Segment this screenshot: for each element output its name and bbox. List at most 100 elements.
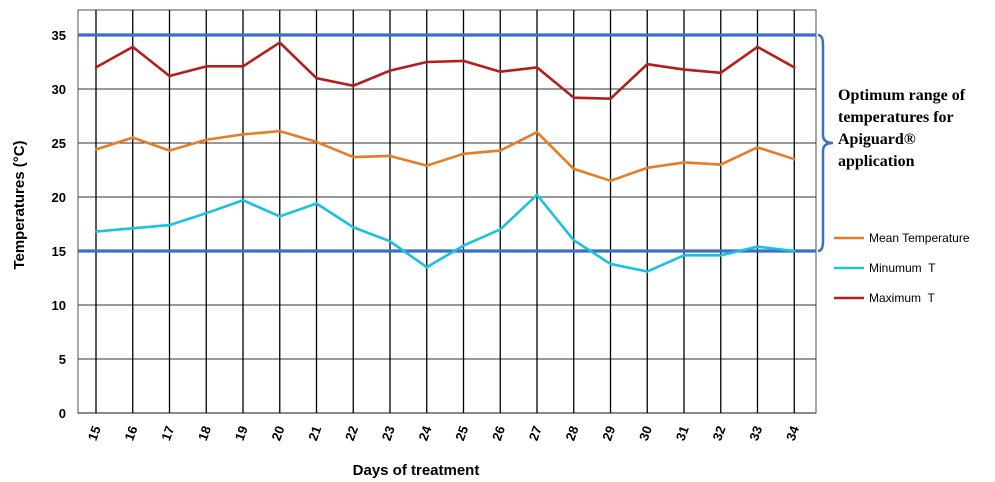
- x-tick-27: 27: [526, 424, 545, 443]
- optimum-range-bracket: [817, 33, 834, 253]
- y-tick-20: 20: [52, 190, 66, 205]
- y-tick-35: 35: [52, 28, 66, 43]
- point-mean-temperature-26: [498, 149, 502, 152]
- point-minumum-t-28: [572, 238, 576, 242]
- point-maximum-t-19: [241, 65, 245, 68]
- point-maximum-t-20: [278, 41, 282, 44]
- point-maximum-t-24: [425, 60, 429, 64]
- point-mean-temperature-22: [351, 155, 355, 159]
- x-tick-17: 17: [158, 424, 177, 443]
- point-maximum-t-28: [572, 96, 576, 99]
- x-axis-title: Days of treatment: [353, 462, 480, 479]
- legend-label-mean: Mean Temperature: [869, 231, 970, 245]
- series-line-minumum-t: [95, 193, 795, 273]
- point-mean-temperature-33: [756, 146, 759, 149]
- point-mean-temperature-34: [792, 157, 796, 161]
- point-mean-temperature-23: [388, 154, 392, 158]
- point-mean-temperature-17: [168, 149, 171, 152]
- annotation-line-2: temperatures for: [838, 109, 954, 126]
- point-minumum-t-20: [278, 215, 282, 218]
- point-mean-temperature-18: [204, 138, 208, 142]
- point-minumum-t-16: [131, 227, 135, 230]
- x-tick-labels: 15 16 17 18 19 20 21 22 23 24 25 26 27 28 29 30 31 32 33 34: [85, 423, 803, 442]
- point-minumum-t-19: [241, 198, 245, 202]
- point-mean-temperature-27: [535, 130, 539, 134]
- point-maximum-t-34: [792, 66, 796, 69]
- series-line-maximum-t: [95, 41, 795, 101]
- series-line-mean-temperature: [95, 129, 795, 183]
- point-minumum-t-26: [498, 228, 502, 231]
- x-tick-34: 34: [783, 423, 802, 442]
- legend-label-minimum: Minumum T: [869, 261, 936, 275]
- y-tick-5: 5: [59, 352, 66, 367]
- point-maximum-t-30: [645, 62, 649, 66]
- point-maximum-t-21: [315, 76, 318, 80]
- x-tick-32: 32: [710, 424, 729, 443]
- point-mean-temperature-16: [131, 136, 135, 139]
- point-mean-temperature-29: [609, 179, 612, 183]
- x-tick-33: 33: [746, 424, 765, 443]
- point-minumum-t-34: [792, 249, 796, 253]
- point-maximum-t-16: [131, 45, 135, 49]
- curly-bracket: [817, 33, 834, 253]
- x-tick-26: 26: [489, 424, 508, 443]
- x-tick-28: 28: [563, 424, 582, 443]
- point-minumum-t-23: [388, 239, 392, 243]
- x-tick-20: 20: [269, 424, 288, 443]
- point-maximum-t-22: [351, 84, 355, 88]
- point-minumum-t-17: [168, 223, 171, 227]
- annotation-line-4: application: [838, 153, 915, 170]
- point-mean-temperature-21: [315, 140, 318, 144]
- y-tick-25: 25: [52, 136, 66, 151]
- y-tick-0: 0: [59, 406, 66, 421]
- point-maximum-t-17: [168, 74, 171, 78]
- point-mean-temperature-24: [425, 164, 429, 167]
- point-mean-temperature-28: [572, 167, 576, 171]
- point-minumum-t-27: [535, 193, 539, 197]
- point-maximum-t-32: [719, 71, 723, 75]
- point-minumum-t-31: [682, 254, 686, 257]
- x-tick-15: 15: [85, 424, 104, 443]
- y-tick-15: 15: [52, 244, 66, 259]
- point-maximum-t-15: [94, 66, 98, 69]
- y-tick-30: 30: [52, 82, 66, 97]
- y-axis-title: Temperatures (°C): [11, 140, 28, 269]
- point-maximum-t-25: [462, 59, 465, 63]
- x-tick-31: 31: [673, 424, 692, 443]
- x-tick-19: 19: [232, 424, 251, 443]
- x-tick-21: 21: [305, 424, 324, 443]
- point-mean-temperature-30: [645, 166, 649, 170]
- legend-label-maximum: Maximum T: [869, 291, 935, 305]
- point-minumum-t-25: [462, 244, 465, 247]
- legend: Mean Temperature Minumum T Maximum T: [834, 231, 970, 305]
- point-mean-temperature-19: [241, 133, 245, 136]
- point-maximum-t-31: [682, 68, 686, 71]
- point-maximum-t-29: [609, 97, 612, 101]
- point-mean-temperature-15: [94, 148, 98, 151]
- point-minumum-t-15: [94, 230, 98, 233]
- x-tick-23: 23: [379, 424, 398, 443]
- optimum-range-annotation: Optimum range of temperatures for Apigua…: [838, 87, 966, 170]
- x-tick-22: 22: [342, 424, 361, 443]
- point-minumum-t-24: [425, 265, 429, 269]
- x-tick-16: 16: [122, 424, 141, 443]
- x-tick-24: 24: [416, 423, 435, 442]
- point-mean-temperature-25: [462, 152, 465, 156]
- annotation-line-3: Apiguard®: [838, 131, 916, 148]
- point-minumum-t-18: [204, 211, 208, 215]
- point-maximum-t-23: [388, 69, 392, 72]
- series-lines: [94, 41, 796, 273]
- point-maximum-t-27: [535, 66, 539, 69]
- x-tick-30: 30: [636, 424, 655, 443]
- point-minumum-t-32: [719, 254, 723, 257]
- y-tick-labels: 0 5 10 15 20 25 30 35: [52, 28, 66, 421]
- point-maximum-t-33: [756, 45, 759, 49]
- point-minumum-t-21: [315, 202, 318, 205]
- x-tick-18: 18: [195, 424, 214, 443]
- x-tick-25: 25: [452, 424, 471, 443]
- point-mean-temperature-20: [278, 129, 282, 133]
- point-maximum-t-18: [204, 65, 208, 68]
- optimum-range-lines: [78, 33, 816, 253]
- annotation-line-1: Optimum range of: [838, 87, 966, 104]
